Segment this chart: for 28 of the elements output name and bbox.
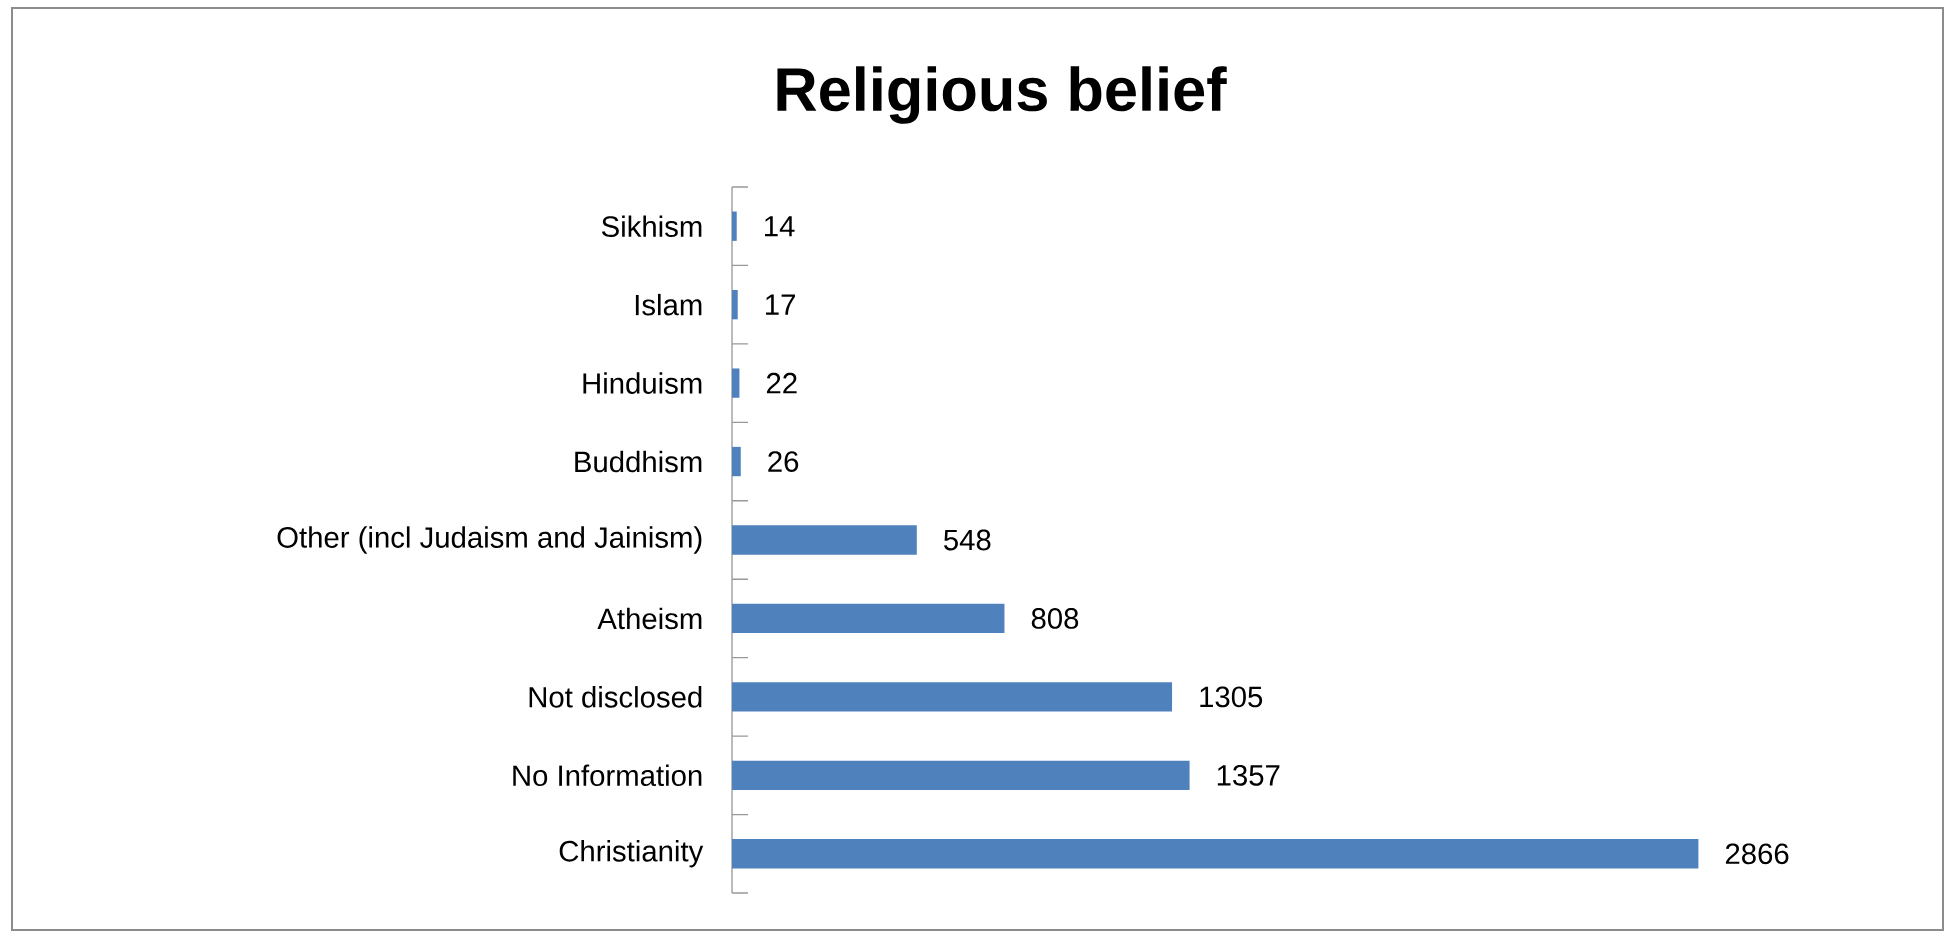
- data-label: 808: [1031, 608, 1079, 629]
- data-label: 17: [766, 294, 795, 315]
- y-tick-label: Other (incl Judaism and Jainism): [277, 526, 702, 554]
- data-label: 26: [768, 451, 799, 472]
- y-tick-label: No Information: [513, 764, 702, 787]
- data-label: 548: [944, 529, 991, 551]
- bar: [732, 211, 737, 241]
- bar: [732, 368, 740, 398]
- y-tick-label: Hinduism: [583, 372, 702, 394]
- data-label: 22: [766, 372, 797, 394]
- bar: [732, 603, 1005, 634]
- y-tick-label: Sikhism: [601, 215, 702, 237]
- y-tick-label: Not disclosed: [529, 686, 702, 708]
- bar: [732, 839, 1699, 869]
- bar: [732, 446, 741, 477]
- data-label: 14: [765, 216, 795, 237]
- data-label: 1357: [1217, 764, 1280, 786]
- bar: [732, 525, 917, 555]
- y-tick-label: Christianity: [559, 840, 704, 868]
- chart-title: Religious belief: [777, 66, 1227, 124]
- data-label: 1305: [1200, 686, 1263, 708]
- y-tick-label: Atheism: [597, 607, 702, 630]
- bar: [732, 760, 1190, 790]
- bar: [732, 290, 738, 320]
- y-tick-label: Islam: [635, 293, 702, 316]
- y-tick-label: Buddhism: [575, 450, 702, 473]
- data-label: 2866: [1725, 843, 1789, 865]
- bar: [732, 682, 1173, 712]
